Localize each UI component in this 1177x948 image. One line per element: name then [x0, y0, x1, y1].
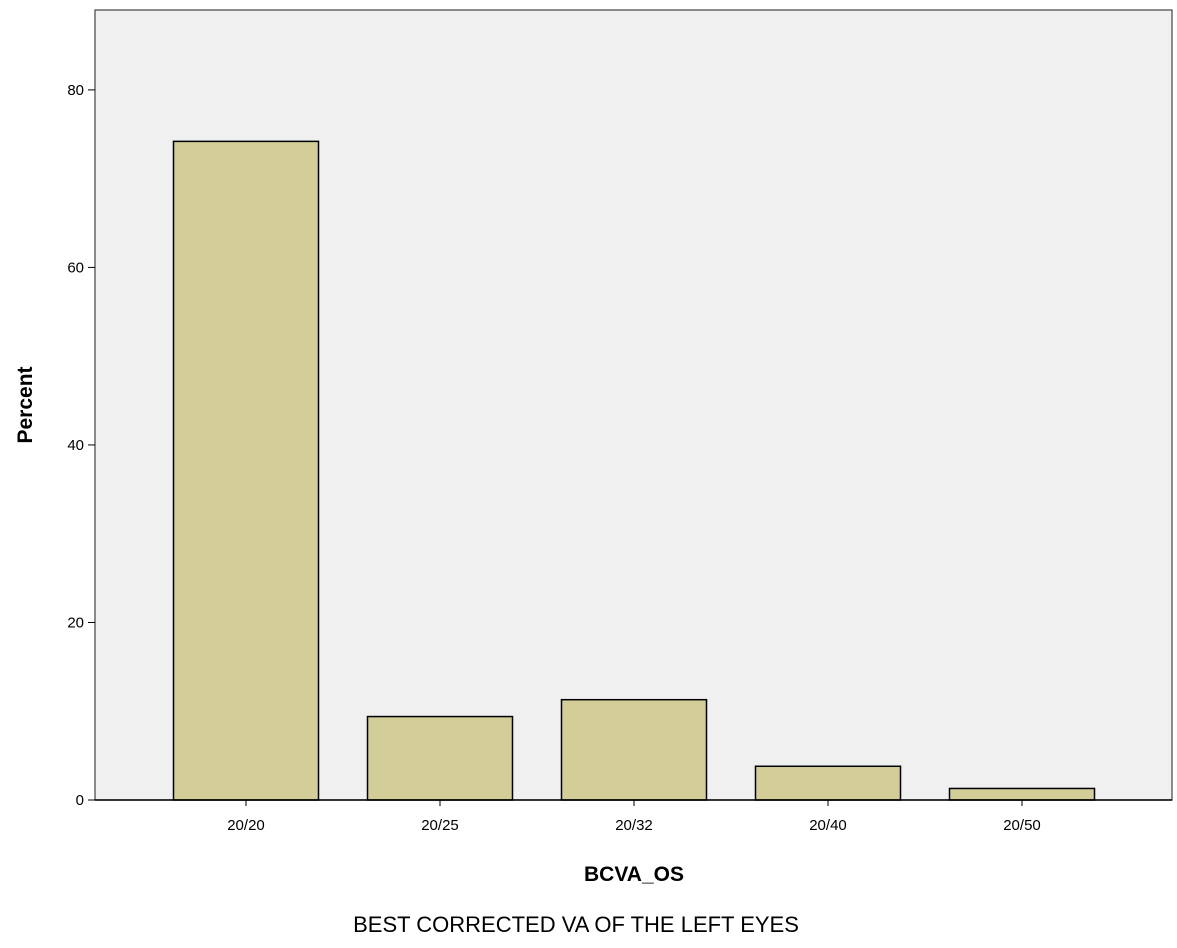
x-tick-label: 20/40 [809, 817, 847, 834]
bar-20-50 [948, 787, 1096, 801]
bar-20-40 [754, 765, 902, 801]
x-tick-label: 20/20 [227, 817, 265, 834]
y-tick-label: 60 [67, 259, 84, 276]
x-tick-label: 20/25 [421, 817, 459, 834]
bar-20-25 [366, 715, 514, 801]
x-tick-label: 20/32 [615, 817, 653, 834]
y-tick-label: 0 [76, 792, 84, 809]
bar-series [172, 140, 1096, 801]
chart-caption: BEST CORRECTED VA OF THE LEFT EYES [353, 912, 799, 937]
y-axis: 0 20 40 60 80 [67, 82, 95, 809]
x-tick-label: 20/50 [1003, 817, 1041, 834]
bar-20-32 [560, 698, 708, 801]
x-axis: 20/20 20/25 20/32 20/40 20/50 [95, 799, 1172, 834]
y-tick-label: 80 [67, 82, 84, 99]
y-tick-label: 20 [67, 614, 84, 631]
bar-20-20 [172, 140, 320, 801]
x-axis-title: BCVA_OS [584, 863, 684, 886]
y-tick-label: 40 [67, 437, 84, 454]
y-axis-title: Percent [14, 366, 37, 443]
